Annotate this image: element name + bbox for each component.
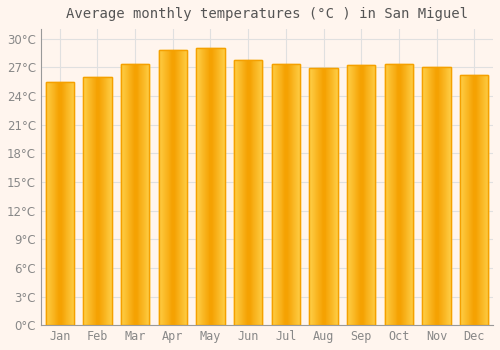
- Bar: [158, 50, 187, 325]
- Bar: [196, 48, 224, 325]
- Bar: [234, 60, 262, 325]
- Title: Average monthly temperatures (°C ) in San Miguel: Average monthly temperatures (°C ) in Sa…: [66, 7, 468, 21]
- Bar: [121, 64, 150, 325]
- Bar: [46, 82, 74, 325]
- Bar: [422, 67, 450, 325]
- Bar: [310, 68, 338, 325]
- Bar: [460, 75, 488, 325]
- Bar: [384, 64, 413, 325]
- Bar: [272, 64, 300, 325]
- Bar: [84, 77, 112, 325]
- Bar: [347, 65, 376, 325]
